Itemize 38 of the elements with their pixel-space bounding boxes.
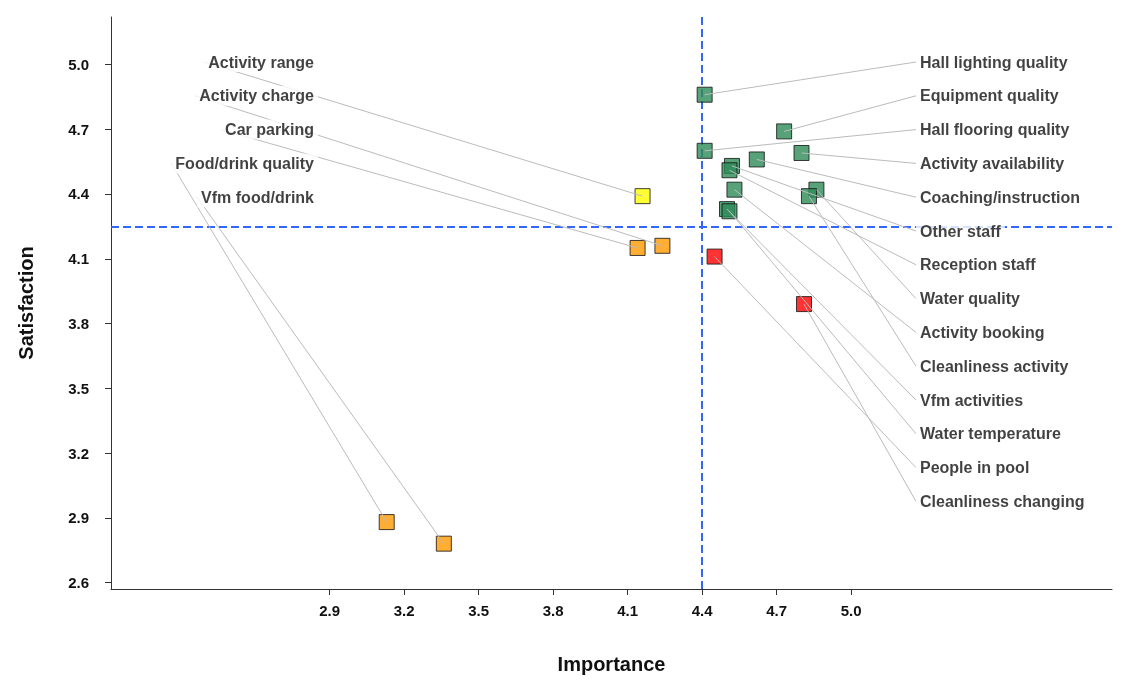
annotation: Cleanliness changing	[920, 492, 1085, 510]
annotation: Water temperature	[920, 425, 1061, 443]
x-tick-label: 3.8	[542, 602, 564, 619]
annotation: Activity charge	[199, 87, 315, 105]
y-axis-title: Satisfaction	[15, 246, 37, 360]
y-tick-label: 4.7	[68, 120, 89, 138]
annotation: Food/drink quality	[175, 154, 315, 172]
y-tick-label: 3.5	[68, 379, 89, 397]
x-axis-title: Importance	[557, 653, 666, 675]
annotation: Reception staff	[920, 256, 1037, 274]
x-tick-label: 4.4	[691, 602, 714, 619]
y-tick-label: 2.6	[68, 574, 89, 592]
annotation: Hall flooring quality	[920, 121, 1070, 139]
y-tick-label: 4.1	[68, 250, 89, 268]
annotation: Activity booking	[920, 323, 1045, 341]
x-tick-label: 5.0	[840, 602, 862, 619]
annotation: Car parking	[225, 121, 314, 139]
annotation: Equipment quality	[920, 87, 1059, 105]
annotation: Activity range	[208, 53, 315, 71]
annotation: Cleanliness activity	[920, 357, 1069, 375]
x-tick-label: 3.5	[468, 602, 490, 619]
x-tick-label: 2.9	[319, 602, 341, 619]
x-tick-label: 4.7	[766, 602, 788, 619]
annotation: Hall lighting quality	[920, 53, 1068, 71]
annotation: Other staff	[920, 222, 1002, 240]
x-tick-label: 4.1	[617, 602, 639, 619]
annotation: Vfm activities	[920, 391, 1024, 409]
annotation: Coaching/instruction	[920, 188, 1080, 206]
y-tick-label: 3.2	[68, 444, 89, 462]
y-tick-label: 2.9	[68, 509, 89, 527]
annotation: People in pool	[920, 459, 1030, 477]
annotation: Activity availability	[920, 154, 1065, 172]
y-tick-label: 3.8	[68, 315, 89, 333]
y-tick-label: 5.0	[68, 55, 89, 73]
annotation: Water quality	[920, 290, 1020, 308]
x-tick-label: 3.2	[393, 602, 415, 619]
annotation: Vfm food/drink	[201, 188, 315, 206]
y-tick-label: 4.4	[68, 185, 90, 203]
